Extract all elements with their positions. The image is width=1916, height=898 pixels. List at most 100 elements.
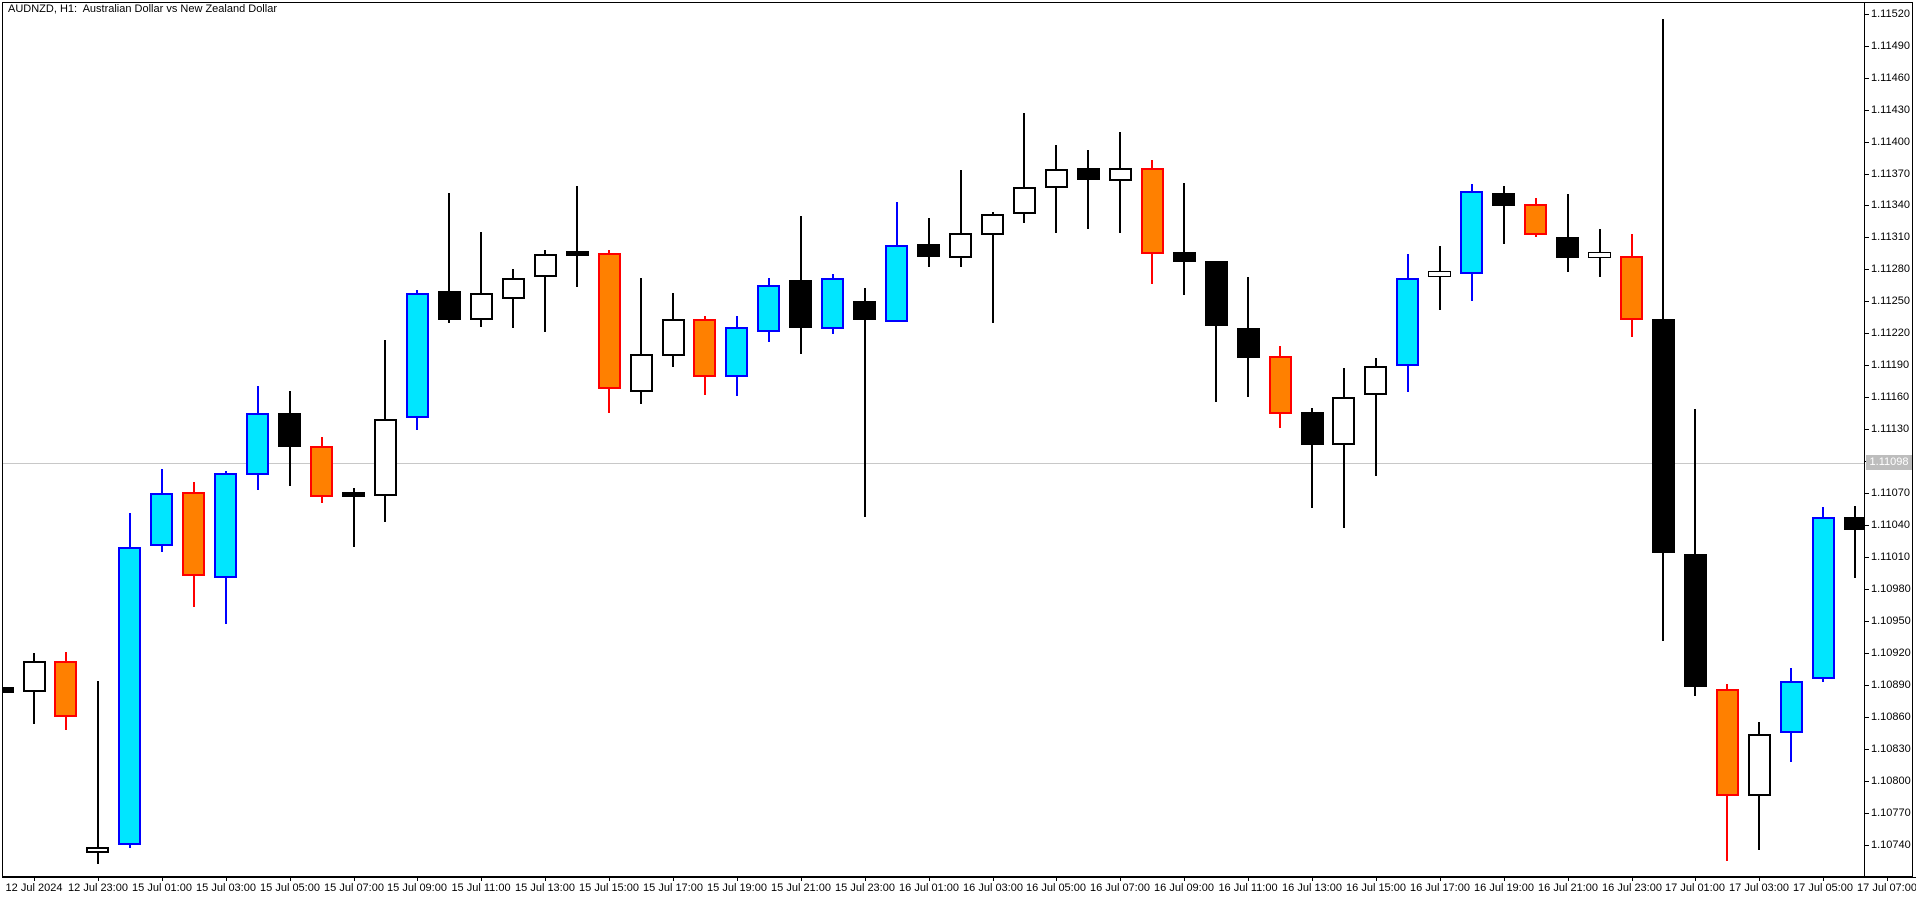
price-axis-tick (1864, 781, 1869, 782)
candle-wick (1055, 145, 1057, 233)
price-axis-label: 1.11040 (1871, 519, 1910, 531)
price-axis-label: 1.10830 (1871, 743, 1911, 755)
candle (1364, 366, 1387, 395)
candle-wick (1694, 409, 1696, 696)
candle-wick (640, 278, 642, 404)
price-axis-tick (1864, 525, 1869, 526)
bid-price-label: 1.11098 (1866, 455, 1912, 470)
time-axis-tick (1568, 877, 1569, 881)
price-axis-tick (1864, 429, 1869, 430)
candle (662, 319, 685, 356)
time-axis-label: 16 Jul 03:00 (963, 882, 1023, 894)
candle (630, 354, 653, 392)
time-axis-tick (1056, 877, 1057, 881)
time-axis-label: 16 Jul 05:00 (1026, 882, 1086, 894)
price-axis-label: 1.10860 (1871, 711, 1911, 723)
candle (1141, 168, 1164, 254)
price-axis-tick (1864, 557, 1869, 558)
time-axis-tick (929, 877, 930, 881)
candle (1332, 397, 1355, 445)
price-axis-label: 1.11310 (1871, 231, 1910, 243)
candle (1045, 169, 1068, 188)
candle (86, 847, 109, 853)
price-axis-tick (1864, 717, 1869, 718)
price-axis-tick (1864, 813, 1869, 814)
candle (1269, 356, 1292, 414)
candle (1556, 237, 1579, 258)
price-axis-label: 1.10740 (1871, 839, 1911, 851)
candle (821, 278, 844, 329)
time-axis-tick (1504, 877, 1505, 881)
candle (1588, 252, 1611, 258)
price-axis-tick (1864, 46, 1869, 47)
candle (502, 278, 525, 299)
time-axis-label: 15 Jul 11:00 (451, 882, 511, 894)
candle-wick (1087, 150, 1089, 229)
time-axis-label: 12 Jul 23:00 (68, 882, 128, 894)
time-axis-tick (1440, 877, 1441, 881)
price-axis-label: 1.11070 (1871, 487, 1910, 499)
price-axis-tick (1864, 365, 1869, 366)
candle (1301, 412, 1324, 445)
candle-wick (992, 212, 994, 323)
candle (23, 661, 46, 692)
price-axis-label: 1.11190 (1871, 359, 1910, 371)
price-axis-label: 1.10980 (1871, 583, 1911, 595)
time-axis-label: 15 Jul 13:00 (515, 882, 575, 894)
time-axis-tick (1312, 877, 1313, 881)
time-axis-tick (673, 877, 674, 881)
candle (278, 413, 301, 447)
price-axis-tick (1864, 653, 1869, 654)
candle (406, 293, 429, 418)
price-axis-tick (1864, 237, 1869, 238)
price-axis-tick (1864, 301, 1869, 302)
price-axis-label: 1.10950 (1871, 615, 1911, 627)
price-axis-tick (1864, 110, 1869, 111)
time-axis-label: 15 Jul 19:00 (707, 882, 767, 894)
time-axis-tick (1248, 877, 1249, 881)
price-axis-label: 1.11340 (1871, 199, 1910, 211)
price-axis-tick (1864, 685, 1869, 686)
candle-wick (353, 488, 355, 547)
candle (1652, 319, 1675, 553)
time-axis-tick (226, 877, 227, 881)
price-axis-tick (1864, 589, 1869, 590)
price-axis-label: 1.10890 (1871, 679, 1911, 691)
time-axis-tick (98, 877, 99, 881)
chart-border (2, 2, 1913, 877)
candle-wick (1375, 358, 1377, 476)
time-axis-tick (609, 877, 610, 881)
candle (853, 301, 876, 320)
price-axis-tick (1864, 78, 1869, 79)
candle-wick (1023, 113, 1025, 223)
candle (118, 547, 141, 845)
time-axis-label: 15 Jul 01:00 (132, 882, 192, 894)
candlestick-plot[interactable] (3, 3, 1864, 877)
candle-wick (1183, 183, 1185, 295)
candle (566, 251, 589, 256)
candle-wick (544, 250, 546, 332)
time-axis-label: 15 Jul 15:00 (579, 882, 639, 894)
time-axis-label: 16 Jul 07:00 (1090, 882, 1150, 894)
candle (1428, 271, 1451, 277)
candle-wick (480, 232, 482, 327)
candle (1684, 554, 1707, 687)
candle-wick (97, 681, 99, 864)
price-axis-tick (1864, 142, 1869, 143)
price-axis-label: 1.11460 (1871, 72, 1910, 84)
time-axis-tick (1823, 877, 1824, 881)
candle (246, 413, 269, 475)
candle-wick (1119, 132, 1121, 233)
time-axis-tick (1759, 877, 1760, 881)
candle (342, 492, 365, 497)
candle (949, 233, 972, 258)
time-axis-label: 16 Jul 09:00 (1154, 882, 1214, 894)
candle (917, 244, 940, 257)
time-axis-label: 16 Jul 11:00 (1218, 882, 1278, 894)
candle (1237, 328, 1260, 358)
time-axis-tick (1695, 877, 1696, 881)
price-axis-label: 1.11010 (1871, 551, 1910, 563)
candle (1524, 204, 1547, 235)
candle-wick (1567, 194, 1569, 272)
